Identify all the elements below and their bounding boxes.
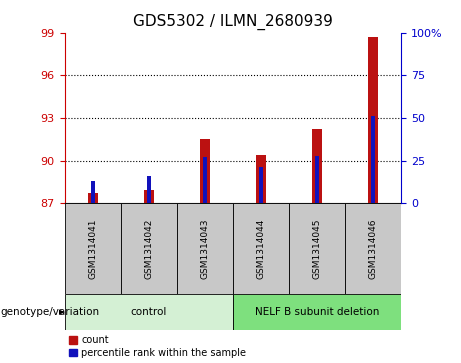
Bar	[256, 155, 266, 203]
Bar	[233, 294, 401, 330]
Bar	[371, 116, 375, 203]
Title: GDS5302 / ILMN_2680939: GDS5302 / ILMN_2680939	[133, 14, 333, 30]
Bar	[289, 203, 345, 294]
Text: GSM1314041: GSM1314041	[88, 219, 97, 279]
Bar	[91, 181, 95, 203]
Text: GSM1314043: GSM1314043	[200, 219, 209, 279]
Bar	[65, 203, 121, 294]
Bar	[345, 203, 401, 294]
Text: GSM1314046: GSM1314046	[368, 219, 378, 279]
Text: control: control	[130, 307, 167, 317]
Bar	[147, 176, 151, 203]
Text: NELF B subunit deletion: NELF B subunit deletion	[255, 307, 379, 317]
Bar	[144, 191, 154, 203]
Text: GSM1314045: GSM1314045	[313, 219, 321, 279]
Bar	[203, 157, 207, 203]
Text: genotype/variation: genotype/variation	[0, 307, 99, 317]
Bar	[177, 203, 233, 294]
Bar	[259, 167, 263, 203]
Bar	[312, 129, 322, 203]
Bar	[88, 193, 98, 203]
Legend: count, percentile rank within the sample: count, percentile rank within the sample	[70, 335, 246, 358]
Bar	[65, 294, 233, 330]
Bar	[121, 203, 177, 294]
Bar	[233, 203, 289, 294]
Bar	[368, 37, 378, 203]
Text: GSM1314042: GSM1314042	[144, 219, 153, 279]
Bar	[200, 139, 210, 203]
Bar	[315, 155, 319, 203]
Text: GSM1314044: GSM1314044	[256, 219, 266, 279]
